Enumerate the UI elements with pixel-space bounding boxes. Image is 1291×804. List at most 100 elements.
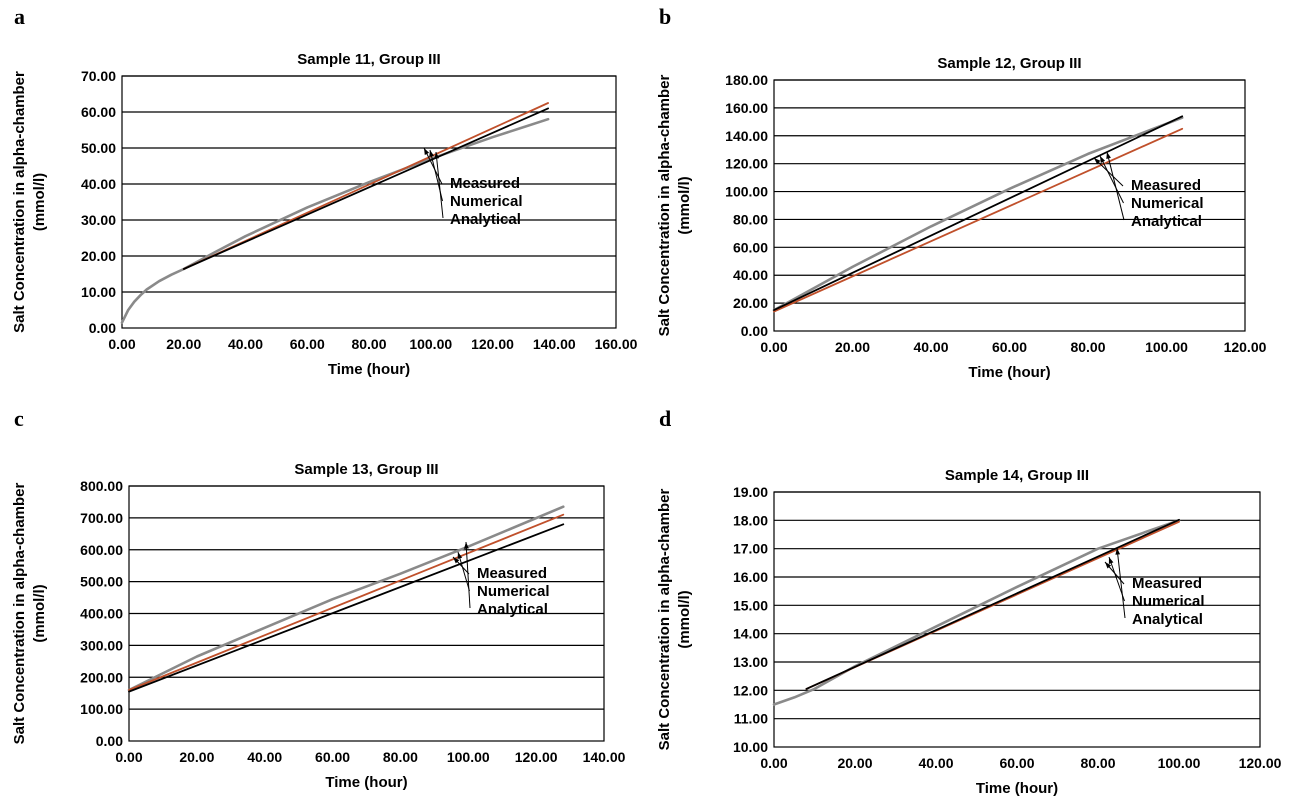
y-axis-label: Salt Concentration in alpha-chamber [11, 482, 28, 744]
chart-c: c Sample 13, Group III 0.00 100.00 200.00 300… [11, 406, 626, 791]
legend-label: Measured [450, 175, 520, 192]
legend-arrowhead [429, 150, 434, 157]
legend-leader-line [457, 551, 470, 592]
chart-a: a Sample 11, Group III 0.00 10.00 20.00 30.00… [11, 4, 638, 378]
x-tick-label: 20.00 [837, 755, 872, 771]
x-tick-label: 80.00 [1070, 339, 1105, 355]
x-tick-label: 80.00 [1080, 755, 1115, 771]
plot-area [128, 485, 605, 742]
series-line-measured [127, 505, 565, 692]
x-tick-label: 20.00 [179, 749, 214, 765]
legend-label: Numerical [477, 583, 550, 600]
x-axis-label: Time (hour) [328, 361, 410, 378]
y-tick-label: 0.00 [741, 323, 768, 339]
y-axis-label-unit: (mmol/l) [31, 584, 48, 642]
y-tick-label: 17.00 [733, 541, 768, 557]
x-tick-label: 160.00 [595, 336, 638, 352]
legend-leader-line [1116, 547, 1126, 619]
y-tick-label: 400.00 [80, 606, 123, 622]
y-tick-label: 10.00 [81, 284, 116, 300]
y-tick-label: 100.00 [80, 701, 123, 717]
legend-arrowhead [1094, 158, 1101, 165]
y-axis-label-unit: (mmol/l) [676, 590, 693, 648]
y-tick-label: 0.00 [89, 320, 116, 336]
x-tick-label: 20.00 [835, 339, 870, 355]
chart-title: Sample 13, Group III [294, 461, 438, 478]
y-tick-label: 30.00 [81, 212, 116, 228]
legend-arrowhead [1105, 562, 1112, 569]
x-axis-label: Time (hour) [968, 364, 1050, 381]
x-tick-label: 0.00 [115, 749, 142, 765]
legend-label: Analytical [1132, 611, 1203, 628]
panel-label: c [14, 406, 24, 431]
plot-area [121, 75, 617, 329]
x-tick-label: 120.00 [1239, 755, 1282, 771]
y-tick-label: 11.00 [734, 711, 768, 727]
x-tick-label: 0.00 [760, 755, 787, 771]
x-tick-label: 100.00 [1158, 755, 1201, 771]
series-line-numerical [773, 127, 1184, 313]
legend-label: Numerical [450, 193, 523, 210]
x-tick-label: 120.00 [471, 336, 514, 352]
series-line-measured [772, 519, 1181, 706]
y-tick-label: 40.00 [733, 267, 768, 283]
y-tick-label: 10.00 [733, 739, 768, 755]
legend-label: Analytical [477, 601, 548, 618]
chart-title: Sample 12, Group III [937, 55, 1081, 72]
legend-label: Numerical [1131, 195, 1204, 212]
legend-arrowhead [1106, 152, 1111, 159]
legend-arrowhead [424, 148, 430, 155]
legend-leader-line [435, 151, 444, 219]
y-tick-label: 40.00 [81, 176, 116, 192]
y-axis-label: Salt Concentration in alpha-chamber [11, 71, 28, 333]
legend-leader-line [465, 541, 471, 609]
series-line-numerical [128, 513, 565, 691]
series-line-analytical [773, 115, 1184, 312]
y-tick-label: 60.00 [81, 104, 116, 120]
x-tick-label: 100.00 [447, 749, 490, 765]
x-tick-label: 120.00 [1224, 339, 1267, 355]
y-tick-label: 140.00 [725, 128, 768, 144]
x-tick-label: 40.00 [913, 339, 948, 355]
series-line-analytical [182, 107, 549, 270]
legend-leader-line [1099, 155, 1124, 204]
legend-arrowhead [1108, 557, 1114, 564]
legend-label: Measured [1131, 177, 1201, 194]
panel-b: b Sample 12, Group III 0.00 20.00 40.00 60.00… [645, 0, 1290, 402]
legend-arrowhead [1100, 156, 1106, 163]
y-tick-label: 20.00 [733, 295, 768, 311]
panel-label: a [14, 4, 25, 29]
panel-d: d Sample 14, Group III 10.00 11.00 12.00 13.0… [645, 402, 1290, 804]
legend-arrowhead [1115, 548, 1121, 555]
y-tick-label: 19.00 [733, 484, 768, 500]
panel-c: c Sample 13, Group III 0.00 100.00 200.00 300… [0, 402, 645, 804]
legend-label: Measured [1132, 575, 1202, 592]
x-tick-label: 60.00 [999, 755, 1034, 771]
y-tick-label: 300.00 [80, 637, 123, 653]
y-tick-label: 60.00 [733, 239, 768, 255]
chart-title: Sample 14, Group III [945, 467, 1089, 484]
y-tick-label: 200.00 [80, 669, 123, 685]
legend-leader-line [1106, 151, 1125, 221]
y-tick-label: 14.00 [733, 626, 768, 642]
y-tick-label: 12.00 [733, 682, 768, 698]
panel-a: a Sample 11, Group III 0.00 10.00 20.00 30.00… [0, 0, 645, 402]
y-axis-label: Salt Concentration in alpha-chamber [656, 488, 673, 750]
series-line-analytical [805, 518, 1180, 690]
series-line-measured [772, 116, 1184, 312]
y-tick-label: 20.00 [81, 248, 116, 264]
y-tick-label: 16.00 [733, 569, 768, 585]
y-tick-label: 100.00 [725, 184, 768, 200]
y-tick-label: 50.00 [81, 140, 116, 156]
chart-title: Sample 11, Group III [297, 51, 440, 68]
y-tick-label: 0.00 [96, 733, 123, 749]
y-axis-label: Salt Concentration in alpha-chamber [656, 74, 673, 336]
x-axis-label: Time (hour) [976, 780, 1058, 797]
y-tick-label: 500.00 [80, 574, 123, 590]
legend-arrowhead [453, 557, 460, 564]
y-tick-label: 80.00 [733, 211, 768, 227]
y-tick-label: 13.00 [733, 654, 768, 670]
chart-d: d Sample 14, Group III 10.00 11.00 12.00 13.0… [656, 406, 1282, 797]
series-line-analytical [128, 523, 565, 693]
y-axis-label-unit: (mmol/l) [31, 173, 48, 231]
